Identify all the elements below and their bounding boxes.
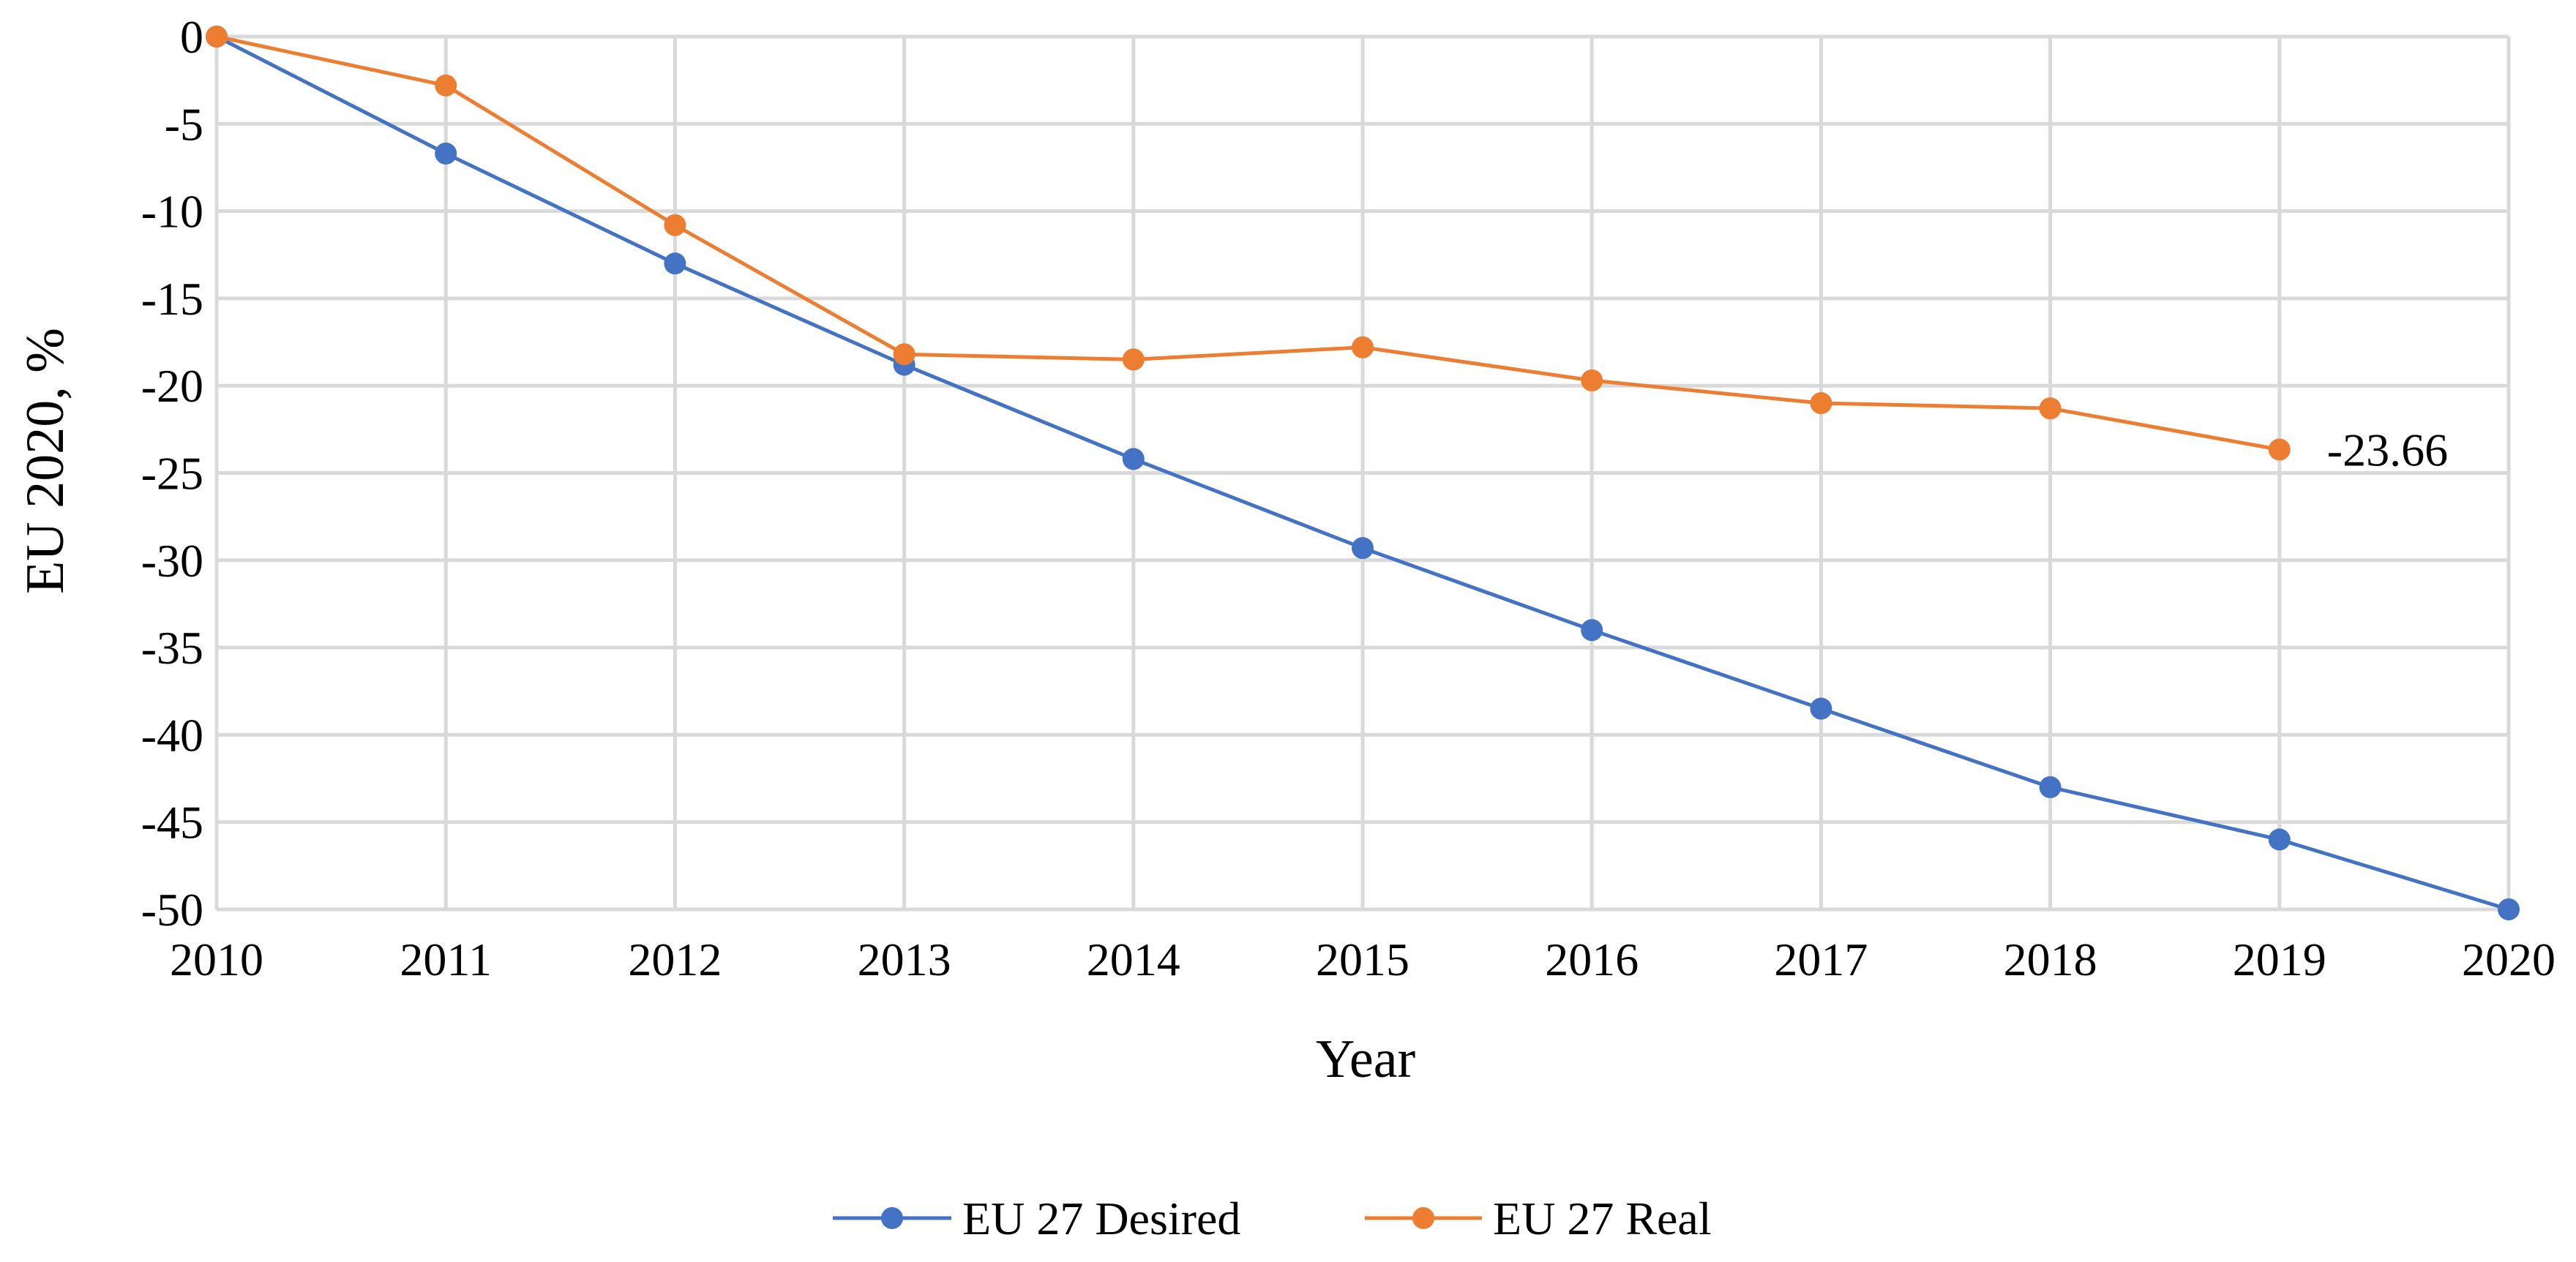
x-tick-label: 2012 (628, 934, 722, 985)
data-point[interactable] (2268, 438, 2291, 461)
legend-item-real[interactable]: EU 27 Real (1365, 1192, 1712, 1244)
data-point[interactable] (2268, 828, 2291, 851)
data-point[interactable] (1810, 392, 1832, 415)
data-point[interactable] (1581, 619, 1603, 642)
y-tick-label: -50 (141, 884, 203, 936)
x-tick-label: 2010 (170, 934, 263, 985)
legend-label-real: EU 27 Real (1493, 1192, 1712, 1244)
x-tick-label: 2016 (1545, 934, 1639, 985)
data-point[interactable] (1122, 348, 1145, 371)
data-point[interactable] (435, 74, 457, 97)
y-tick-label: -20 (141, 360, 203, 412)
y-tick-label: 0 (180, 11, 203, 63)
data-point[interactable] (435, 142, 457, 165)
data-labels: -23.66 (2327, 424, 2448, 476)
data-point[interactable] (2498, 898, 2520, 920)
series-points (206, 26, 2520, 920)
x-tick-labels: 2010 2011 2012 2013 2014 2015 2016 2017 2018 2019… (170, 934, 2556, 985)
data-point[interactable] (1122, 448, 1145, 470)
legend-label-desired: EU 27 Desired (962, 1192, 1240, 1244)
y-tick-labels: 0 -5 -10 -15 -20 -25 -30 -35 -40 -45 -50 (141, 11, 203, 936)
legend-marker-real (1412, 1207, 1434, 1229)
y-axis-title: EU 2020, % (15, 328, 75, 594)
y-tick-label: -10 (141, 186, 203, 238)
x-tick-label: 2011 (400, 934, 492, 985)
x-tick-label: 2018 (2004, 934, 2097, 985)
x-tick-label: 2015 (1316, 934, 1409, 985)
legend: EU 27 Desired EU 27 Real (833, 1192, 1712, 1244)
legend-item-desired[interactable]: EU 27 Desired (833, 1192, 1240, 1244)
series-line-real (216, 34, 2280, 451)
y-tick-label: -45 (141, 797, 203, 849)
y-tick-label: -5 (165, 98, 203, 150)
x-tick-label: 2014 (1087, 934, 1180, 985)
x-tick-label: 2017 (1774, 934, 1868, 985)
x-axis-title: Year (1316, 1029, 1415, 1089)
data-point[interactable] (206, 26, 228, 48)
y-tick-label: -35 (141, 622, 203, 674)
legend-marker-desired (881, 1207, 903, 1229)
data-point[interactable] (1352, 336, 1374, 358)
x-tick-label: 2020 (2462, 934, 2556, 985)
y-tick-label: -25 (141, 448, 203, 500)
y-tick-label: -40 (141, 709, 203, 761)
data-point[interactable] (2039, 397, 2062, 420)
data-point[interactable] (664, 252, 686, 275)
data-label: -23.66 (2327, 424, 2448, 476)
data-point[interactable] (893, 343, 916, 366)
x-tick-label: 2019 (2233, 934, 2326, 985)
data-point[interactable] (2039, 775, 2062, 798)
data-point[interactable] (1352, 537, 1374, 560)
y-tick-label: -15 (141, 273, 203, 325)
x-tick-label: 2013 (858, 934, 951, 985)
gridlines (214, 34, 2511, 912)
data-point[interactable] (1581, 369, 1603, 392)
y-tick-label: -30 (141, 535, 203, 587)
data-point[interactable] (1810, 697, 1832, 720)
data-point[interactable] (664, 214, 686, 236)
